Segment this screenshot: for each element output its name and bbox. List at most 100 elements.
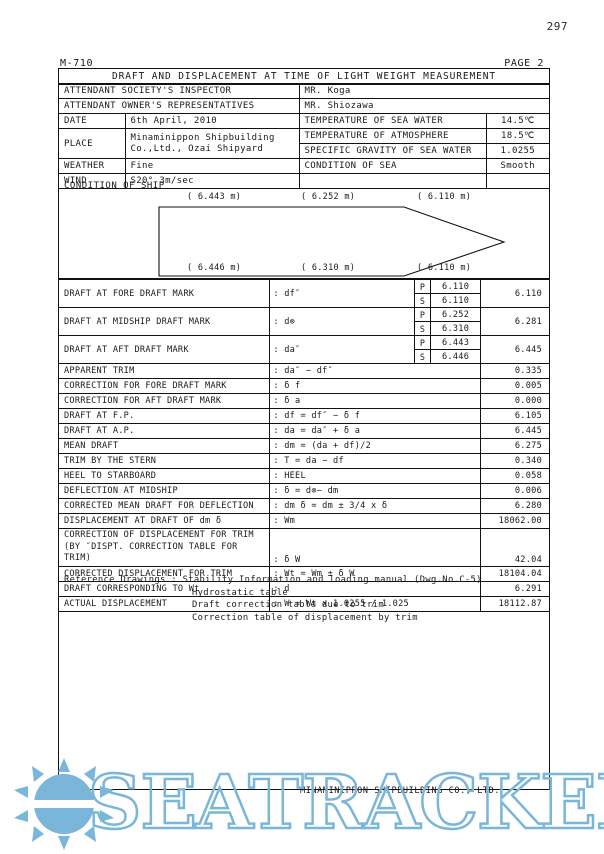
measure-result: 6.281: [480, 307, 549, 336]
ship-outline-diagram: [158, 206, 506, 277]
sg-sea-label: SPECIFIC GRAVITY OF SEA WATER: [298, 143, 487, 159]
table-row-trim-correction: CORRECTION OF DISPLACEMENT FOR TRIM (BY …: [59, 528, 549, 567]
measure-description: CORRECTION FOR FORE DRAFT MARK: [59, 378, 271, 394]
measure-result: 42.04: [480, 528, 549, 567]
measure-description: CORRECTION OF DISPLACEMENT FOR TRIM (BY …: [59, 528, 271, 567]
page-label: PAGE 2: [504, 58, 544, 69]
measure-description: ACTUAL DISPLACEMENT: [59, 595, 271, 612]
starboard-value: 6.310: [429, 321, 482, 336]
condition-of-ship-title: CONDITION OF SHIP: [64, 181, 165, 191]
place-value: Minaminippon Shipbuilding Co.,Ltd., Ozai…: [124, 128, 300, 159]
document-code: M-710: [60, 58, 94, 69]
measure-result: 6.110: [480, 279, 549, 308]
measure-result: 6.445: [480, 423, 549, 439]
date-value: 6th April, 2010: [124, 113, 300, 129]
table-row-inspector: ATTENDANT SOCIETY'S INSPECTOR MR. Koga: [59, 83, 550, 99]
starboard-value: 6.110: [429, 293, 482, 308]
condition-of-ship-panel: CONDITION OF SHIP ( 6.443 m) ( 6.252 m) …: [59, 179, 549, 279]
measure-symbol: : da″: [269, 335, 415, 364]
measure-description: CORRECTION FOR AFT DRAFT MARK: [59, 393, 271, 409]
wind-value: S20° 3m/sec: [124, 173, 300, 189]
starboard-value: 6.446: [429, 349, 482, 364]
trim-correction-line2: (BY ″DISPT. CORRECTION TABLE FOR TRIM): [64, 541, 238, 564]
temp-air-label: TEMPERATURE OF ATMOSPHERE: [298, 128, 487, 144]
wind-spacer-cell-2: [485, 173, 550, 189]
measure-symbol: : d⊗: [269, 307, 415, 336]
measure-symbol: : δ f: [269, 378, 482, 394]
sea-condition-label: CONDITION OF SEA: [298, 158, 487, 174]
place-value-line1: Minaminippon Shipbuilding: [130, 132, 275, 143]
measure-result: 6.275: [480, 438, 549, 454]
port-value: 6.443: [429, 335, 482, 350]
table-row-date: DATE 6th April, 2010 TEMPERATURE OF SEA …: [59, 113, 550, 129]
table-row-wind: WIND S20° 3m/sec: [59, 173, 550, 189]
measure-symbol: : dm = (da + df)/2: [269, 438, 482, 454]
temp-sea-value: 14.5℃: [485, 113, 550, 129]
table-row: CORRECTION FOR FORE DRAFT MARK : δ f 0.0…: [59, 378, 549, 394]
measure-description: DRAFT AT F.P.: [59, 408, 271, 424]
table-row: DEFLECTION AT MIDSHIP : δ = d⊗− dm 0.006: [59, 483, 549, 499]
measure-description: HEEL TO STARBOARD: [59, 468, 271, 484]
page-number: 297: [546, 20, 568, 33]
owner-rep-label: ATTENDANT OWNER'S REPRESENTATIVES: [59, 98, 300, 114]
inspector-value: MR. Koga: [298, 83, 550, 99]
table-row: ACTUAL DISPLACEMENT : W = Wt x 1.0255 / …: [59, 595, 549, 612]
port-value: 6.110: [429, 279, 482, 294]
measure-result: 0.006: [480, 483, 549, 499]
port-value: 6.252: [429, 307, 482, 322]
reference-line-3: Draft correction table due to trim: [192, 600, 384, 610]
document-page-frame: DRAFT AND DISPLACEMENT AT TIME OF LIGHT …: [58, 68, 550, 790]
table-row: CORRECTION FOR AFT DRAFT MARK : δ a 0.00…: [59, 393, 549, 409]
measure-description: DEFLECTION AT MIDSHIP: [59, 483, 271, 499]
measure-symbol: : δ = d⊗− dm: [269, 483, 482, 499]
measure-description: CORRECTED MEAN DRAFT FOR DEFLECTION: [59, 498, 271, 514]
reference-line-2: Hydrostatic table: [192, 587, 288, 598]
measure-description: APPARENT TRIM: [59, 363, 271, 379]
table-row: DRAFT AT AFT DRAFT MARK : da″ P 6.443 6.…: [59, 335, 549, 364]
measure-description: TRIM BY THE STERN: [59, 453, 271, 469]
draft-measurement-table: DRAFT AT FORE DRAFT MARK : df″ P 6.110 6…: [59, 279, 549, 612]
table-row: DRAFT AT F.P. : df = df″ − δ f 6.105: [59, 408, 549, 424]
place-value-line2: Co.,Ltd., Ozai Shipyard: [130, 143, 264, 154]
measure-result: 0.005: [480, 378, 549, 394]
table-row: TRIM BY THE STERN : T = da − df 0.340: [59, 453, 549, 469]
measure-result: 6.105: [480, 408, 549, 424]
measure-symbol: : dm δ = dm ± 3/4 x δ: [269, 498, 482, 514]
inspector-label: ATTENDANT SOCIETY'S INSPECTOR: [59, 83, 300, 99]
table-row: CORRECTED DISPLACEMENT FOR TRIM : Wt = W…: [59, 565, 549, 582]
measure-symbol: : HEEL: [269, 468, 482, 484]
measure-description: DRAFT AT A.P.: [59, 423, 271, 439]
measure-description: MEAN DRAFT: [59, 438, 271, 454]
owner-rep-value: MR. Shiozawa: [298, 98, 550, 114]
measure-description: DRAFT AT AFT DRAFT MARK: [59, 335, 271, 364]
measure-description: DRAFT AT MIDSHIP DRAFT MARK: [59, 307, 271, 336]
port-label: P: [413, 279, 432, 294]
ship-draft-mark-aft-top: ( 6.443 m): [187, 192, 242, 202]
table-row: S 6.310: [59, 321, 549, 336]
date-label: DATE: [59, 113, 126, 129]
temp-sea-label: TEMPERATURE OF SEA WATER: [298, 113, 487, 129]
measure-result: 6.445: [480, 335, 549, 364]
table-row: CORRECTED MEAN DRAFT FOR DEFLECTION : dm…: [59, 498, 549, 514]
table-row-place-2: SPECIFIC GRAVITY OF SEA WATER 1.0255: [59, 143, 550, 159]
sg-sea-value: 1.0255: [485, 143, 550, 159]
measure-symbol: : δ W: [269, 528, 482, 567]
measure-symbol: : T = da − df: [269, 453, 482, 469]
ship-draft-mark-mid-bottom: ( 6.310 m): [301, 263, 356, 273]
measure-symbol: : Wm: [269, 513, 482, 529]
table-row: DRAFT CORRESPONDING TO Wt : d 6.291: [59, 580, 549, 597]
port-label: P: [413, 335, 432, 350]
measure-symbol: : δ a: [269, 393, 482, 409]
measure-result: 0.058: [480, 468, 549, 484]
table-row: HEEL TO STARBOARD : HEEL 0.058: [59, 468, 549, 484]
reference-line-4: Correction table of displacement by trim: [192, 612, 418, 623]
weather-value: Fine: [124, 158, 300, 174]
place-label: PLACE: [59, 128, 126, 159]
measure-symbol: : df = df″ − δ f: [269, 408, 482, 424]
ship-draft-mark-fore-bottom: ( 6.110 m): [417, 263, 472, 273]
table-row: APPARENT TRIM : da″ − df″ 0.335: [59, 363, 549, 379]
table-row: S 6.446: [59, 349, 549, 364]
measure-description: DISPLACEMENT AT DRAFT OF dm δ: [59, 513, 271, 529]
ship-draft-mark-aft-bottom: ( 6.446 m): [187, 263, 242, 273]
table-row: MEAN DRAFT : dm = (da + df)/2 6.275: [59, 438, 549, 454]
